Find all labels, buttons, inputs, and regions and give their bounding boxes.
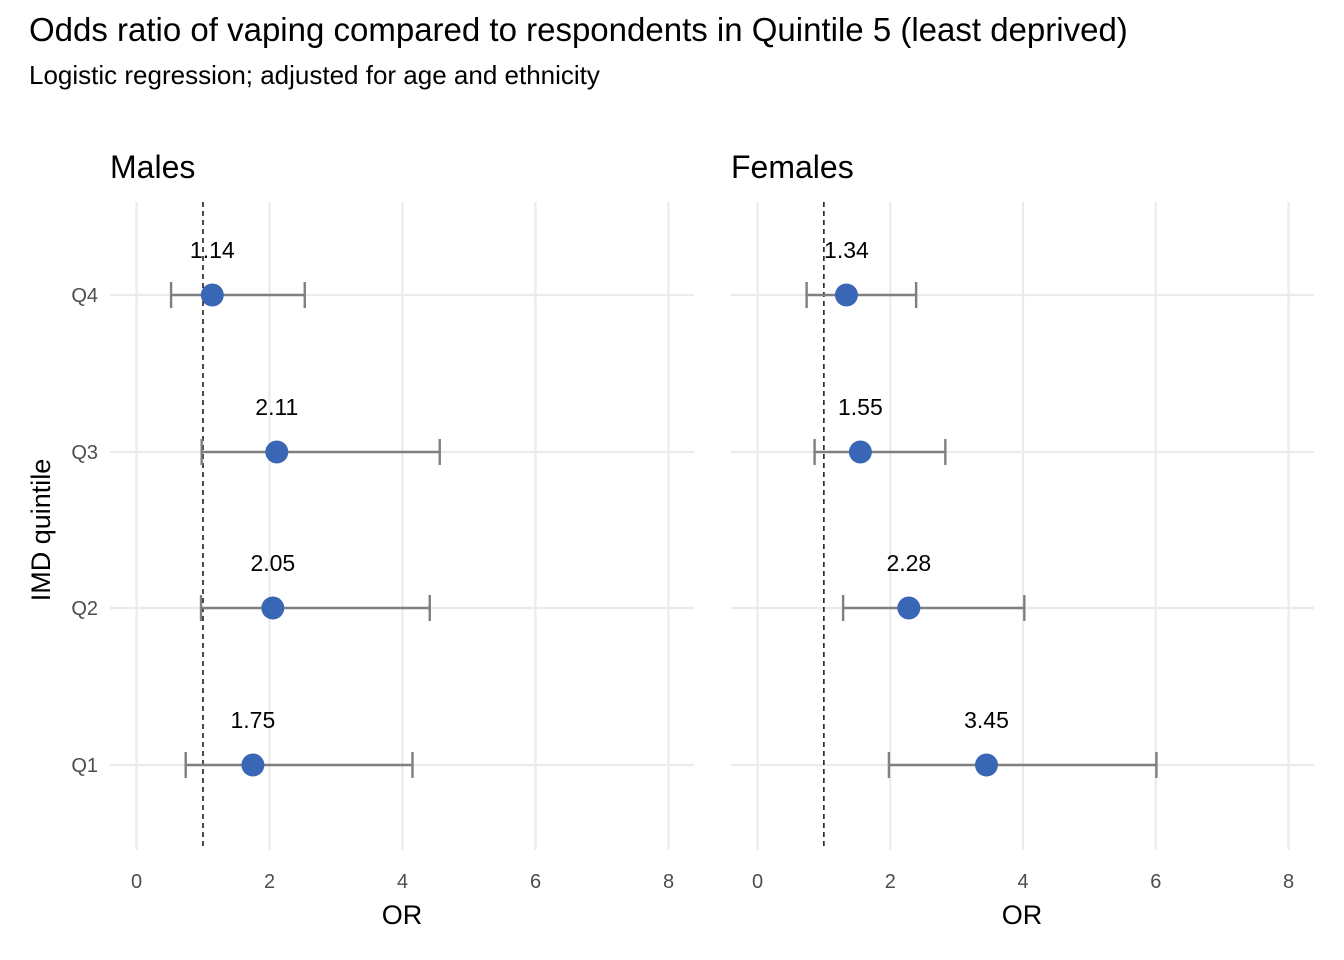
facet-title-males: Males xyxy=(110,149,195,185)
gridlines-females xyxy=(731,202,1314,850)
x-tick-label: 2 xyxy=(264,871,275,893)
x-tick-label: 4 xyxy=(1017,871,1028,893)
y-tick-label: Q3 xyxy=(71,442,98,464)
y-tick-label: Q4 xyxy=(71,285,98,307)
x-tick-label: 0 xyxy=(752,871,763,893)
or-point xyxy=(265,440,289,464)
or-point xyxy=(897,596,921,620)
x-tick-label: 2 xyxy=(885,871,896,893)
or-point xyxy=(834,283,858,307)
or-label: 1.55 xyxy=(838,394,883,420)
or-point xyxy=(200,283,224,307)
or-label: 1.34 xyxy=(824,237,869,263)
x-tick-label: 0 xyxy=(131,871,142,893)
chart-title: Odds ratio of vaping compared to respond… xyxy=(29,11,1128,48)
or-label: 3.45 xyxy=(964,707,1009,733)
or-label: 2.28 xyxy=(886,550,931,576)
panel-males: Males OR 0 2 4 6 8 Q4 Q3 Q2 Q1 1.14 2.11 2.05 1.75 xyxy=(71,149,694,930)
x-tick-label: 8 xyxy=(663,871,674,893)
or-label: 2.11 xyxy=(255,394,298,420)
x-tick-label: 4 xyxy=(397,871,408,893)
y-tick-label: Q2 xyxy=(71,598,98,620)
y-tick-label: Q1 xyxy=(71,755,98,777)
x-axis-title-males: OR xyxy=(382,900,423,930)
x-tick-label: 8 xyxy=(1283,871,1294,893)
chart-subtitle: Logistic regression; adjusted for age an… xyxy=(29,60,600,90)
or-label: 1.75 xyxy=(230,707,275,733)
or-point xyxy=(848,440,872,464)
or-point xyxy=(241,753,265,777)
panel-females: Females OR 0 2 4 6 8 1.34 1.55 2.28 3.45 xyxy=(731,149,1314,930)
y-axis-title: IMD quintile xyxy=(26,459,56,602)
x-tick-label: 6 xyxy=(530,871,541,893)
gridlines-males xyxy=(110,202,694,850)
x-axis-title-females: OR xyxy=(1002,900,1043,930)
or-label: 1.14 xyxy=(190,237,235,263)
x-tick-label: 6 xyxy=(1150,871,1161,893)
or-label: 2.05 xyxy=(250,550,295,576)
facet-title-females: Females xyxy=(731,149,854,185)
or-point xyxy=(261,596,285,620)
or-point xyxy=(974,753,998,777)
